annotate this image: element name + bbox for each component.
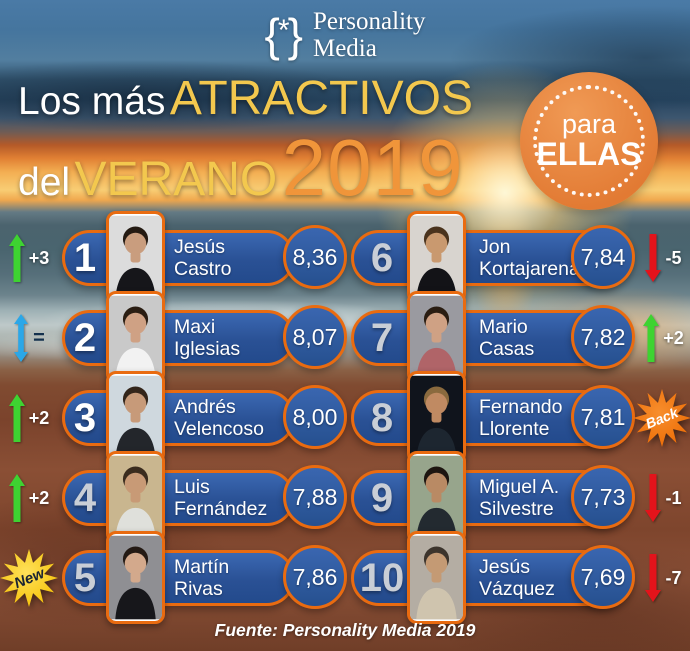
rank-change-up: +2 <box>0 458 58 538</box>
back-star-icon: Back <box>633 389 690 447</box>
score-badge: 7,82 <box>571 305 635 369</box>
source-note: Fuente: Personality Media 2019 <box>214 620 476 640</box>
rank-number: 3 <box>73 395 97 440</box>
score-badge: 7,88 <box>283 465 347 529</box>
down-arrow-icon <box>645 474 662 522</box>
back-badge: Back <box>633 389 690 447</box>
person-name: Martín Rivas <box>174 555 230 600</box>
rank-number: 2 <box>73 315 97 360</box>
portrait-photo-icon <box>410 295 463 380</box>
rank-pill <box>62 230 295 286</box>
person-photo <box>407 451 466 544</box>
rank-change-label: -5 <box>665 247 682 268</box>
up-down-arrow-icon <box>14 314 29 362</box>
score-badge: 7,73 <box>571 465 635 529</box>
ranking-row: 6 Jon Kortajarena 7,84 -5 <box>345 211 690 304</box>
ranking-row: 10 Jesús Vázquez 7,69 -7 <box>345 531 690 624</box>
rank-change-label: = <box>33 326 45 349</box>
rank-change-same: = <box>0 298 58 378</box>
personality-media-logo: {*} Personality Media <box>0 8 690 62</box>
score-badge: 7,81 <box>571 385 635 449</box>
portrait-photo-icon <box>410 535 463 620</box>
ranking-row: 9 Miguel A. Silvestre 7,73 -1 <box>345 451 690 544</box>
score-badge: 8,36 <box>283 225 347 289</box>
up-arrow-icon <box>8 394 25 442</box>
rank-number: 8 <box>370 395 394 440</box>
rank-change-down: -5 <box>637 218 690 298</box>
person-name: Maxi Iglesias <box>174 315 241 360</box>
portrait-photo-icon <box>410 455 463 540</box>
para-ellas-badge: para ELLAS <box>520 72 658 210</box>
person-name: Andrés Velencoso <box>174 395 264 440</box>
person-name: Jesús Vázquez <box>479 555 555 600</box>
title-year: 2019 <box>281 123 464 213</box>
rank-change-label: +2 <box>28 407 50 428</box>
ranking-row: 8 Fernando Llorente 7,81 Back <box>345 371 690 464</box>
score-badge: 8,00 <box>283 385 347 449</box>
person-name: Fernando Llorente <box>479 395 563 440</box>
up-arrow-icon <box>8 234 25 282</box>
rank-number: 4 <box>73 475 97 520</box>
portrait-photo-icon <box>109 295 162 380</box>
rank-number: 10 <box>359 555 405 600</box>
rank-number: 9 <box>370 475 394 520</box>
dotted-ring <box>533 85 645 197</box>
rank-number: 1 <box>73 235 97 280</box>
person-photo <box>106 531 165 624</box>
rank-change-label: +2 <box>663 327 684 348</box>
rank-change-label: +3 <box>28 247 50 268</box>
ranking-row: +3 1 Jesús Castro 8,36 <box>0 211 347 304</box>
rank-pill <box>62 470 295 526</box>
score-badge: 7,69 <box>571 545 635 609</box>
person-name: Luis Fernández <box>174 475 268 520</box>
rank-number: 5 <box>73 555 97 600</box>
score-badge: 8,07 <box>283 305 347 369</box>
person-name: Mario Casas <box>479 315 535 360</box>
person-photo <box>407 531 466 624</box>
ranking-row: +2 4 Luis Fernández 7,88 <box>0 451 347 544</box>
rank-pill <box>62 390 295 446</box>
ranking-row: New 5 Martín Rivas 7,86 <box>0 531 347 624</box>
down-arrow-icon <box>645 554 662 602</box>
up-arrow-icon <box>643 314 660 362</box>
ranking-row: +2 3 Andrés Velencoso 8,00 <box>0 371 347 464</box>
person-photo <box>407 371 466 464</box>
rank-change-down: -7 <box>637 538 690 618</box>
page-title: Los más ATRACTIVOS del VERANO 2019 <box>18 72 473 213</box>
up-arrow-icon <box>8 474 25 522</box>
score-badge: 7,84 <box>571 225 635 289</box>
ranking-row: 7 Mario Casas 7,82 +2 <box>345 291 690 384</box>
rank-change-up: +2 <box>637 298 690 378</box>
rank-change-down: -1 <box>637 458 690 538</box>
portrait-photo-icon <box>109 455 162 540</box>
logo-wordmark: Personality Media <box>312 8 426 62</box>
logo-braces-icon: {*} <box>264 9 303 61</box>
down-arrow-icon <box>645 234 662 282</box>
rank-change-up: +2 <box>0 378 58 458</box>
portrait-photo-icon <box>109 375 162 460</box>
score-badge: 7,86 <box>283 545 347 609</box>
rank-pill <box>62 550 295 606</box>
new-star-icon: New <box>0 549 58 607</box>
rank-change-label: -7 <box>665 567 682 588</box>
portrait-photo-icon <box>109 215 162 300</box>
person-name: Miguel A. Silvestre <box>479 475 560 520</box>
new-badge: New <box>0 538 58 618</box>
person-name: Jon Kortajarena <box>479 235 580 280</box>
portrait-photo-icon <box>410 375 463 460</box>
portrait-photo-icon <box>109 535 162 620</box>
ranking-row: = 2 Maxi Iglesias 8,07 <box>0 291 347 384</box>
rank-change-up: +3 <box>0 218 58 298</box>
rank-number: 7 <box>370 315 394 360</box>
person-name: Jesús Castro <box>174 235 232 280</box>
rank-change-label: +2 <box>28 487 50 508</box>
rank-change-label: -1 <box>665 487 682 508</box>
rank-number: 6 <box>370 235 394 280</box>
portrait-photo-icon <box>410 215 463 300</box>
